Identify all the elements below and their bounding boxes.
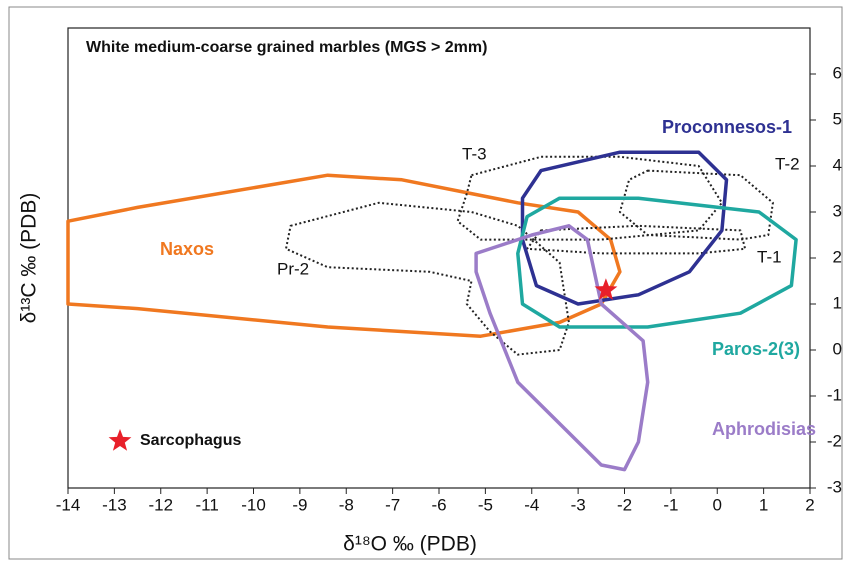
frame (8, 6, 843, 560)
region-label: T-3 (462, 144, 487, 163)
x-tick-label: -10 (241, 495, 266, 514)
y-tick-label: -2 (827, 431, 842, 450)
x-tick-label: -8 (339, 495, 354, 514)
x-tick-label: -2 (617, 495, 632, 514)
y-tick-label: -3 (827, 477, 842, 496)
x-tick-label: -7 (385, 495, 400, 514)
legend-label: Sarcophagus (140, 432, 241, 449)
region-outline (618, 169, 774, 241)
x-axis-label: δ¹⁸O ‰ (PDB) (343, 533, 477, 556)
y-tick-label: 6 (833, 63, 842, 82)
region-label: T-1 (757, 247, 782, 266)
x-tick-label: -3 (571, 495, 586, 514)
y-tick-label: 2 (833, 247, 842, 266)
x-tick-label: -12 (148, 495, 173, 514)
region-outline (516, 196, 798, 329)
x-tick-label: -6 (431, 495, 446, 514)
legend-marker (108, 429, 132, 451)
x-tick-label: -9 (292, 495, 307, 514)
region-label: Pr-2 (277, 259, 309, 278)
region-outline (66, 173, 622, 338)
y-tick-label: 4 (833, 155, 842, 174)
region-outline (526, 224, 747, 255)
x-tick-label: -11 (195, 495, 218, 514)
region-label: Proconnesos-1 (662, 117, 792, 137)
y-tick-label: 3 (833, 201, 842, 220)
x-tick-label: -13 (102, 495, 127, 514)
region-label: T-2 (775, 154, 800, 173)
region-label: Aphrodisias (712, 419, 816, 439)
x-tick-label: -5 (478, 495, 493, 514)
y-tick-label: 5 (833, 109, 842, 128)
x-tick-label: 1 (759, 495, 768, 514)
x-tick-label: -14 (56, 495, 81, 514)
y-tick-label: -1 (827, 385, 842, 404)
x-tick-label: -4 (524, 495, 539, 514)
y-axis-label: δ¹³C ‰ (PDB) (18, 193, 41, 324)
region-outline (456, 155, 723, 241)
y-tick-label: 1 (833, 293, 842, 312)
x-tick-label: -1 (663, 495, 678, 514)
y-tick-label: 0 (833, 339, 842, 358)
x-tick-label: 0 (713, 495, 722, 514)
x-tick-label: 2 (805, 495, 814, 514)
region-outline (474, 224, 650, 472)
region-outline (285, 201, 570, 356)
region-label: Paros-2(3) (712, 339, 800, 359)
chart-title: White medium-coarse grained marbles (MGS… (86, 39, 487, 56)
data-point (594, 278, 618, 300)
region-label: Naxos (160, 239, 214, 259)
